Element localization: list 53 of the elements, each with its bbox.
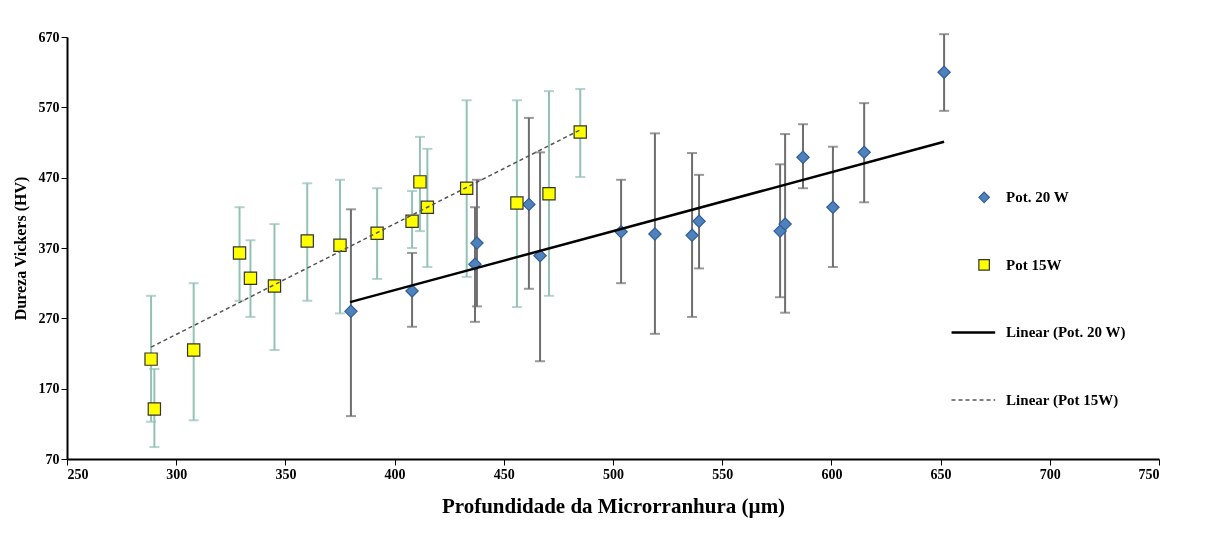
point [685,228,699,243]
x-tick-label: 700 [1039,466,1061,482]
point [344,304,358,319]
y-axis-title: Dureza Vickers (HV) [11,176,30,321]
y-tick-label: 370 [38,240,60,256]
point [510,196,524,210]
point [147,402,162,416]
point [232,246,247,260]
point [405,284,419,298]
y-tick-label: 670 [38,29,60,45]
x-tick-label: 650 [930,466,952,482]
legend-label: Pot. 20 W [1006,189,1069,206]
point [186,343,201,357]
point [573,125,587,139]
x-tick-label: 750 [1138,466,1160,482]
x-tick-label: 450 [493,466,515,482]
point [459,181,474,195]
point [648,227,662,241]
point [144,352,158,366]
x-tick-label: 550 [712,466,734,482]
point [370,226,384,240]
point [470,236,484,250]
point [773,224,787,238]
point [420,200,435,214]
point [243,271,258,285]
legend-label: Pot 15W [1006,256,1062,273]
y-tick-label: 170 [38,381,60,397]
x-tick-label: 250 [67,466,89,482]
y-tick-label: 270 [38,310,60,326]
x-tick-label: 600 [821,466,843,482]
legend-label: Linear (Pot 15W) [1006,391,1119,409]
y-tick-label: 470 [38,170,60,186]
x-tick-label: 350 [275,466,297,482]
point [542,187,556,201]
point [778,217,792,231]
point [796,150,810,164]
x-axis-title: Profundidade da Microrranhura (µm) [441,493,786,518]
point [692,214,706,228]
point [300,234,314,248]
x-tick-label: 300 [166,466,188,482]
y-tick-label: 70 [45,451,60,467]
legend-label: Linear (Pot. 20 W) [1006,324,1126,342]
point [937,65,951,79]
x-tick-label: 500 [603,466,624,482]
point [333,238,347,252]
point [405,214,419,228]
y-tick-label: 570 [38,99,60,115]
point [267,279,282,293]
point [413,175,427,189]
point [857,145,871,160]
point [522,197,536,212]
x-tick-label: 400 [384,466,406,482]
point [826,200,840,214]
